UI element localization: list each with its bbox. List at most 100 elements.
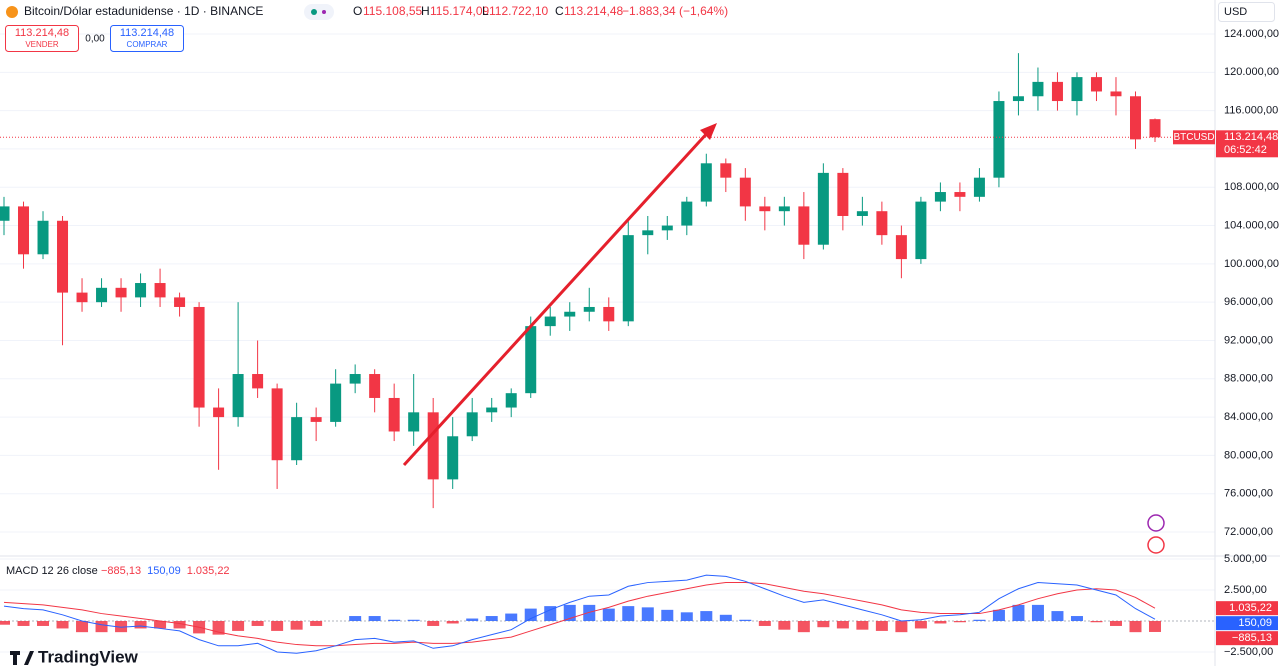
macd-badge: 150,09 bbox=[1238, 617, 1272, 629]
histogram-bar bbox=[583, 604, 596, 622]
candle-body bbox=[993, 101, 1005, 178]
candle-body bbox=[427, 412, 439, 480]
candle-body bbox=[135, 283, 147, 298]
histogram-bar bbox=[719, 614, 732, 622]
symbol-title: Bitcoin/Dólar estadunidense · 1D · BINAN… bbox=[24, 4, 263, 18]
y-tick-label: 124.000,00 bbox=[1224, 28, 1279, 40]
sell-button[interactable] bbox=[5, 25, 79, 52]
y-tick-label: 76.000,00 bbox=[1224, 488, 1273, 500]
histogram-bar bbox=[232, 621, 245, 631]
histogram-bar bbox=[1070, 616, 1083, 622]
currency-button[interactable] bbox=[1218, 2, 1275, 22]
low-key: L bbox=[482, 4, 489, 18]
histogram-bar bbox=[856, 621, 869, 630]
histogram-bar bbox=[992, 609, 1005, 622]
y-tick-label: 2.500,00 bbox=[1224, 584, 1267, 596]
signal-line bbox=[3, 582, 1156, 647]
histogram-badge-bg bbox=[1216, 631, 1278, 646]
y-tick-label: 92.000,00 bbox=[1224, 334, 1273, 346]
histogram-bar bbox=[661, 609, 674, 622]
candle-body bbox=[291, 417, 303, 461]
histogram-bar bbox=[895, 621, 908, 633]
histogram-bar bbox=[700, 611, 713, 622]
countdown: 06:52:42 bbox=[1224, 144, 1267, 156]
price-axis: 72.000,00 76.000,00 80.000,00 84.000,00 88.0… bbox=[1224, 28, 1279, 658]
histogram-bar bbox=[485, 616, 498, 622]
candle-body bbox=[915, 201, 927, 260]
candle-body bbox=[466, 412, 478, 437]
histogram-bar bbox=[154, 621, 167, 629]
low-value: 112.722,10 bbox=[489, 4, 548, 18]
status-pill[interactable] bbox=[304, 4, 334, 20]
coin-icon bbox=[6, 6, 18, 18]
y-tick-label: 108.000,00 bbox=[1224, 181, 1279, 193]
event-icon[interactable] bbox=[1147, 536, 1165, 554]
candle-body bbox=[973, 177, 985, 197]
buy-button[interactable] bbox=[110, 25, 184, 52]
histogram-bar bbox=[953, 621, 966, 623]
y-tick-label: 100.000,00 bbox=[1224, 258, 1279, 270]
price-badge-bg bbox=[1216, 130, 1278, 158]
histogram-bar bbox=[368, 616, 381, 622]
status-icon bbox=[322, 10, 326, 14]
candle-body bbox=[349, 374, 361, 384]
brand: TradingView bbox=[10, 647, 139, 666]
candle-body bbox=[76, 292, 88, 303]
histogram-bar bbox=[934, 621, 947, 624]
y-tick-label: 120.000,00 bbox=[1224, 66, 1279, 78]
histogram-bar bbox=[1051, 611, 1064, 622]
candle-body bbox=[759, 206, 771, 212]
price-badge: 113.214,48 bbox=[1224, 131, 1278, 143]
macd-title: MACD 12 26 close bbox=[6, 565, 98, 577]
y-tick-label: 116.000,00 bbox=[1224, 105, 1278, 117]
sell-label: VENDER bbox=[25, 40, 59, 49]
histogram-bar bbox=[563, 604, 576, 622]
candle-body bbox=[934, 192, 946, 202]
histogram-bar bbox=[251, 621, 264, 626]
signal-badge: 1.035,22 bbox=[1229, 602, 1272, 614]
macd-line bbox=[3, 574, 1156, 654]
candle-body bbox=[1149, 119, 1161, 138]
histogram-bar bbox=[290, 621, 303, 630]
histogram-bar bbox=[680, 612, 693, 622]
candle-body bbox=[115, 287, 127, 298]
spread: 0,00 bbox=[85, 34, 105, 45]
histogram-bar bbox=[407, 619, 420, 622]
candle-body bbox=[154, 283, 166, 298]
candle-body bbox=[544, 316, 556, 327]
candle-body bbox=[388, 397, 400, 432]
candle-body bbox=[895, 235, 907, 260]
signal-badge-bg bbox=[1216, 601, 1278, 616]
candle-body bbox=[0, 206, 10, 221]
candle-body bbox=[486, 407, 498, 413]
histogram-bar bbox=[641, 607, 654, 622]
candle-body bbox=[739, 177, 751, 207]
histogram-bar bbox=[739, 619, 752, 622]
histogram-bar bbox=[778, 621, 791, 630]
candle-body bbox=[1110, 91, 1122, 97]
candle-body bbox=[1051, 81, 1063, 102]
histogram-bar bbox=[37, 621, 50, 626]
histogram-bar bbox=[875, 621, 888, 631]
y-tick-label: 5.000,00 bbox=[1224, 553, 1267, 565]
candle-body bbox=[856, 211, 868, 216]
candle-body bbox=[369, 374, 381, 398]
candle-body bbox=[310, 417, 322, 422]
candle-body bbox=[603, 306, 615, 322]
candle-body bbox=[720, 163, 732, 178]
candle-body bbox=[681, 201, 693, 226]
candle-body bbox=[57, 220, 69, 293]
event-icon[interactable] bbox=[1147, 514, 1165, 532]
candle-body bbox=[408, 412, 420, 432]
y-tick-label: 88.000,00 bbox=[1224, 373, 1273, 385]
histogram-bar bbox=[310, 621, 323, 626]
symbol-badge: BTCUSD bbox=[1173, 132, 1214, 143]
histogram-bar bbox=[349, 616, 362, 622]
histogram-bar bbox=[1129, 621, 1142, 633]
histogram-bar bbox=[1090, 621, 1103, 623]
arrow-line bbox=[402, 128, 712, 467]
signal-legend-value: 1.035,22 bbox=[187, 565, 230, 577]
candle-body bbox=[252, 374, 264, 389]
